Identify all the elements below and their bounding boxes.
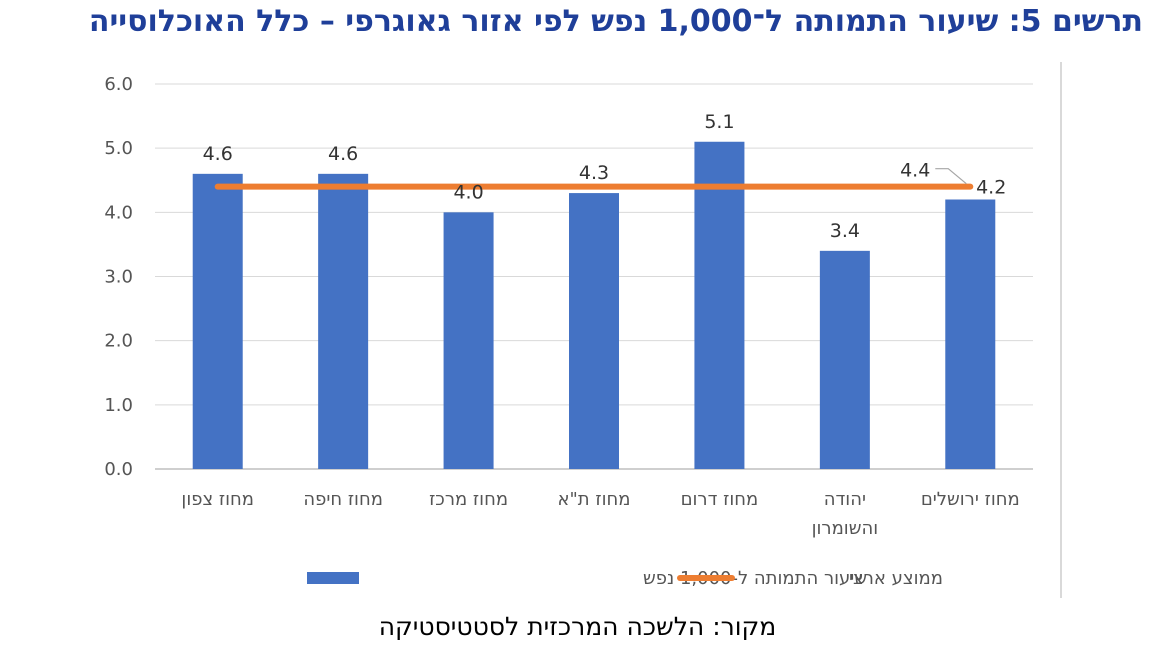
category-label: מחוז חיפה	[303, 489, 383, 510]
y-tick-label: 1.0	[104, 395, 133, 416]
category-label-line: מחוז מרכז	[429, 489, 508, 510]
source-note: מקור: הלשכה המרכזית לסטטיסטיקה	[378, 612, 777, 641]
category-label-line: יהודה	[824, 489, 866, 510]
category-label-line: מחוז צפון	[181, 489, 254, 510]
category-label-line: מחוז דרום	[681, 489, 759, 510]
category-label: מחוז ירושלים	[921, 489, 1020, 510]
bar-data-label: 4.0	[453, 181, 483, 203]
y-tick-label: 4.0	[104, 202, 133, 223]
x-axis-categories: מחוז צפון מחוז חיפה מחוז מרכז מחוז ת"א מחוז …	[181, 489, 1019, 539]
average-data-label: 4.4	[900, 160, 930, 182]
y-tick-label: 3.0	[104, 267, 133, 288]
bar	[443, 212, 494, 470]
legend-bar-label: שיעור התמותה ל-1,000 נפש	[643, 568, 867, 589]
bar	[819, 250, 870, 469]
bar	[192, 173, 243, 470]
category-label: מחוז מרכז	[429, 489, 508, 510]
bar	[694, 141, 745, 469]
chart-title: תרשים 5: שיעור התמותה ל־1,000 נפש לפי אז…	[88, 4, 1143, 39]
y-tick-label: 6.0	[104, 74, 133, 95]
category-label-line: מחוז ירושלים	[921, 489, 1020, 510]
data-labels: 4.6 4.6 4.0 4.3 5.1 3.4 4.2 4.4	[203, 111, 1007, 242]
bar-data-label: 5.1	[704, 111, 734, 133]
category-label: מחוז צפון	[181, 489, 254, 510]
bar-data-label: 4.6	[328, 143, 358, 165]
bars	[192, 141, 996, 470]
y-axis-ticks: 0.0 1.0 2.0 3.0 4.0 5.0 6.0	[104, 74, 133, 480]
category-label-line: מחוז חיפה	[303, 489, 383, 510]
average-label-leader	[935, 168, 967, 185]
category-label-line: מחוז ת"א	[558, 489, 631, 510]
bar-data-label: 4.2	[976, 177, 1006, 199]
bar	[945, 199, 996, 469]
legend-line-label: ממוצע ארצי	[849, 568, 943, 589]
category-label: מחוז ת"א	[558, 489, 631, 510]
bar	[569, 193, 619, 470]
y-tick-label: 2.0	[104, 331, 133, 352]
legend-bar-swatch	[307, 572, 359, 584]
y-tick-label: 0.0	[104, 459, 133, 480]
category-label: יהודה והשומרון	[812, 489, 879, 539]
bar-data-label: 4.3	[579, 162, 609, 184]
bar-data-label: 3.4	[830, 220, 860, 242]
y-tick-label: 5.0	[104, 138, 133, 159]
category-label: מחוז דרום	[681, 489, 759, 510]
bar-data-label: 4.6	[203, 143, 233, 165]
bar	[318, 173, 369, 470]
category-label-line: והשומרון	[812, 518, 879, 539]
